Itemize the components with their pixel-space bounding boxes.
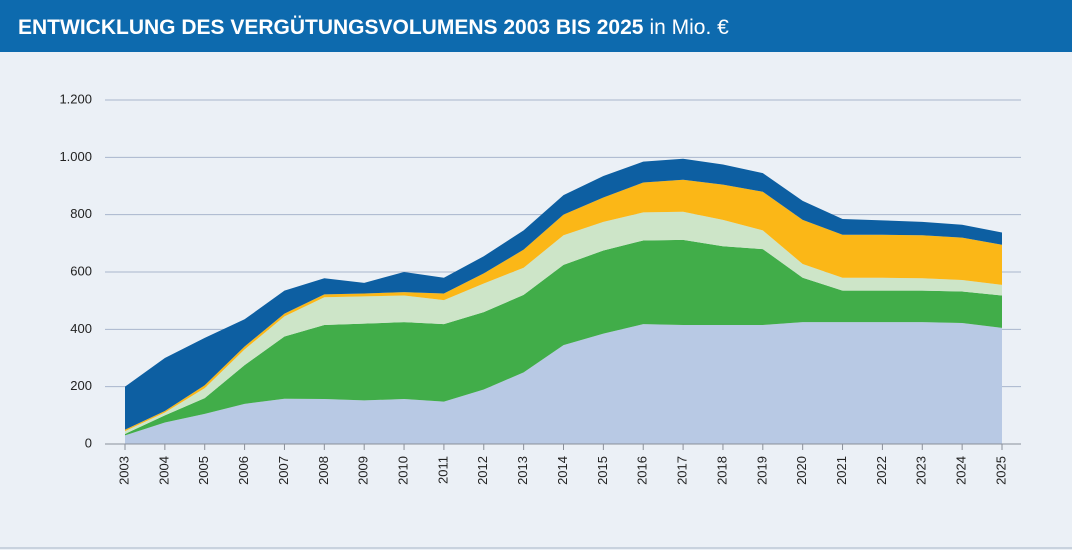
x-tick-label: 2025: [993, 456, 1008, 485]
y-tick-label: 400: [70, 321, 92, 336]
y-tick-label: 1.200: [59, 91, 92, 106]
y-tick-label: 800: [70, 206, 92, 221]
x-tick-label: 2006: [236, 456, 251, 485]
x-tick-label: 2009: [356, 456, 371, 485]
y-tick-label: 1.000: [59, 149, 92, 164]
y-tick-label: 600: [70, 263, 92, 278]
x-tick-label: 2012: [475, 456, 490, 485]
x-tick-label: 2016: [635, 456, 650, 485]
area: [125, 239, 1002, 436]
x-tick-label: 2007: [276, 456, 291, 485]
title-line: ENTWICKLUNG DES VERGÜTUNGSVOLUMENS 2003 …: [18, 16, 729, 39]
area: [125, 322, 1002, 444]
x-tick-label: 2008: [316, 456, 331, 485]
x-tick-label: 2019: [754, 456, 769, 485]
area: [125, 179, 1002, 432]
x-tick-label: 2015: [595, 456, 610, 485]
header-bar: [0, 0, 1072, 52]
x-tick-label: 2013: [515, 456, 530, 485]
y-tick-label: 200: [70, 378, 92, 393]
x-tick-label: 2011: [435, 456, 450, 484]
x-tick-label: 2021: [834, 456, 849, 485]
x-tick-label: 2004: [156, 456, 171, 485]
x-tick-label: 2023: [914, 456, 929, 485]
x-tick-label: 2010: [395, 456, 410, 485]
x-tick-label: 2024: [954, 456, 969, 485]
x-tick-label: 2022: [874, 456, 889, 485]
x-tick-label: 2017: [675, 456, 690, 485]
area: [125, 211, 1002, 434]
x-tick-label: 2014: [555, 456, 570, 485]
y-tick-label: 0: [85, 435, 92, 450]
x-tick-label: 2003: [116, 456, 131, 485]
x-tick-label: 2005: [196, 456, 211, 485]
area: [125, 158, 1002, 430]
x-tick-label: 2020: [794, 456, 809, 485]
x-tick-label: 2018: [714, 456, 729, 485]
chart-subtitle: in Mio. €: [649, 16, 729, 39]
chart-title: ENTWICKLUNG DES VERGÜTUNGSVOLUMENS 2003 …: [18, 16, 644, 39]
